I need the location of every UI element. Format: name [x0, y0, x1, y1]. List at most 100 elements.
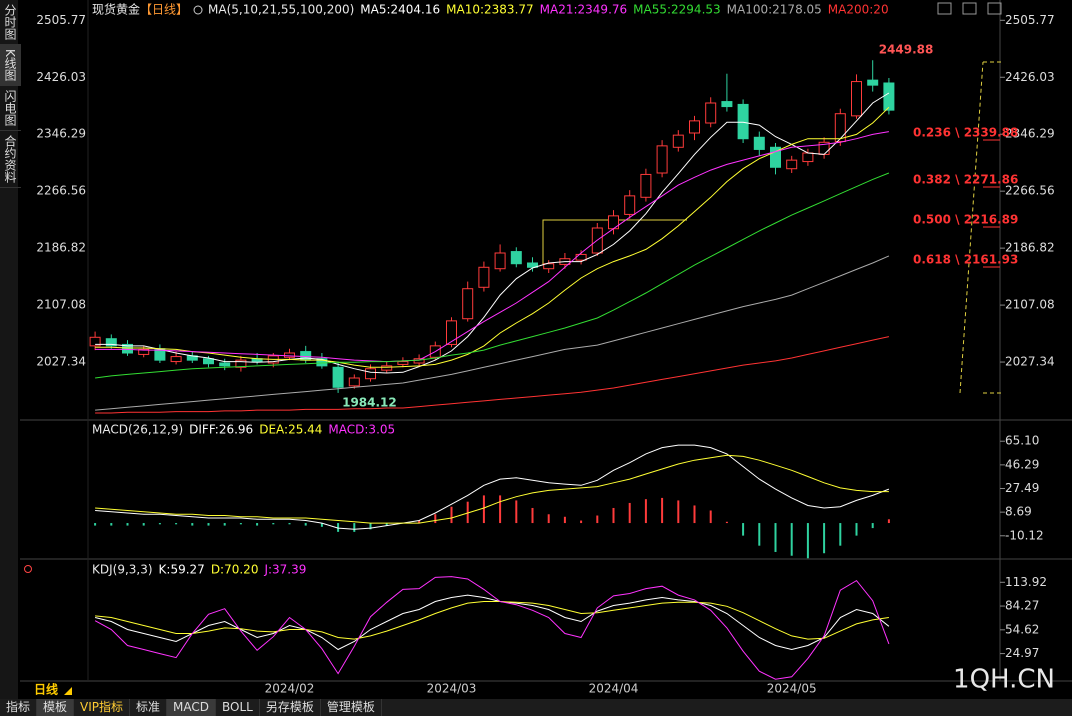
- fib-label: 0.500 \ 2216.89: [913, 213, 1018, 227]
- side-tab[interactable]: 闪电图: [0, 86, 21, 131]
- candle-body: [802, 152, 814, 163]
- series-line: [95, 92, 890, 374]
- y-tick-label: 2346.29: [36, 127, 86, 141]
- series-line: [95, 444, 890, 530]
- fib-label: 0.618 \ 2161.93: [913, 253, 1018, 267]
- y-tick-label: 2266.56: [36, 184, 86, 198]
- x-tick-label: 2024/03: [427, 682, 477, 696]
- series-line: [95, 172, 890, 379]
- candle-body: [89, 336, 101, 347]
- candle-body: [527, 262, 538, 268]
- candle-body: [543, 263, 555, 270]
- legend-entry: J:37.39: [263, 563, 306, 577]
- candle-body: [867, 79, 879, 86]
- candle-body: [689, 120, 700, 134]
- candle-body: [462, 288, 474, 320]
- y-tick-label: 2426.03: [1005, 70, 1055, 84]
- legend-entry: D:70.20: [211, 563, 259, 577]
- low-label: 1984.12: [342, 395, 397, 409]
- candle-body: [413, 358, 425, 364]
- candle-body: [105, 338, 117, 347]
- y-tick-label: 2027.34: [36, 355, 86, 369]
- y-tick-label: 2186.82: [36, 241, 86, 255]
- side-tab[interactable]: K线图: [0, 45, 21, 86]
- series-line: [95, 336, 890, 414]
- drawn-line: [542, 219, 687, 265]
- series-line: [95, 255, 890, 411]
- candle-body: [365, 368, 376, 380]
- candle-body: [170, 356, 182, 363]
- panel-title: KDJ(9,3,3): [92, 563, 153, 577]
- panel-title: MACD(26,12,9): [92, 423, 183, 437]
- legend-entry: MA100:2178.05: [727, 3, 822, 17]
- toolbar-tab[interactable]: 另存模板: [260, 699, 321, 716]
- y-tick-label: 27.49: [1005, 481, 1039, 495]
- candle-body: [348, 377, 360, 387]
- candle-body: [478, 266, 490, 288]
- toolbar-tab[interactable]: BOLL: [216, 699, 260, 716]
- candle-body: [332, 366, 344, 388]
- y-tick-label: 54.62: [1005, 622, 1039, 636]
- series-line: [95, 106, 890, 368]
- fib-label: 0.236 \ 2339.88: [913, 126, 1018, 140]
- candle-body: [753, 136, 765, 150]
- candle-body: [381, 365, 393, 371]
- toolbar-tab[interactable]: MACD: [167, 699, 217, 716]
- y-tick-label: 24.97: [1005, 646, 1039, 660]
- y-tick-label: 113.92: [1005, 575, 1047, 589]
- candle-body: [122, 343, 133, 354]
- panel-icon: [24, 565, 32, 573]
- toolbar-tab[interactable]: 模板: [37, 699, 75, 716]
- candle-body: [721, 101, 733, 108]
- window-button[interactable]: [937, 2, 952, 15]
- legend-entry: MA21:2349.76: [540, 3, 628, 17]
- y-tick-label: 84.27: [1005, 599, 1039, 613]
- candle-body: [494, 252, 506, 270]
- window-button[interactable]: [962, 2, 977, 15]
- y-tick-label: 2426.03: [36, 70, 86, 84]
- high-label: 2449.88: [879, 43, 934, 57]
- period-label[interactable]: 日线: [34, 682, 58, 697]
- watermark: 1QH.CN: [953, 665, 1055, 695]
- side-tab[interactable]: 合约资料: [0, 131, 21, 188]
- legend-entry: MA200:20: [828, 3, 889, 17]
- series-line: [95, 131, 889, 363]
- legend-entry: DIFF:26.96: [189, 423, 253, 437]
- fib-tool: [959, 61, 984, 394]
- legend-entry: DEA:25.44: [259, 423, 322, 437]
- candle-body: [203, 358, 214, 365]
- y-tick-label: 2266.56: [1005, 184, 1055, 198]
- candle-body: [624, 195, 636, 215]
- candle-body: [138, 348, 150, 355]
- left-tabs: 分时图 K线图 闪电图 合约资料: [0, 0, 21, 716]
- toolbar: 指标 模板 VIP指标 标准 MACD BOLL 另存模板 管理模板: [0, 699, 1072, 716]
- toolbar-tab[interactable]: 指标: [0, 699, 38, 716]
- candle-body: [672, 134, 684, 148]
- x-tick-label: 2024/04: [589, 682, 639, 696]
- side-tab[interactable]: 分时图: [0, 0, 21, 45]
- candle-body: [300, 351, 312, 361]
- y-tick-label: 65.10: [1005, 434, 1039, 448]
- period-arrow[interactable]: [64, 687, 72, 695]
- window-button[interactable]: [987, 2, 1002, 15]
- period-tag: 【日线】: [140, 3, 188, 17]
- legend-entry: MACD:3.05: [328, 423, 395, 437]
- indicator-label: MA(5,10,21,55,100,200): [208, 3, 354, 17]
- series-line: [94, 576, 890, 680]
- y-tick-label: -10.12: [1005, 528, 1044, 542]
- toolbar-tab[interactable]: 管理模板: [321, 699, 382, 716]
- series-line: [95, 601, 889, 640]
- candle-body: [284, 352, 295, 358]
- legend-entry: MA5:2404.16: [360, 3, 440, 17]
- series-line: [95, 454, 889, 524]
- candle-body: [235, 359, 247, 368]
- panel-title: 现货黄金: [92, 2, 140, 17]
- y-tick-label: 2186.82: [1005, 241, 1055, 255]
- candle-body: [510, 251, 522, 265]
- toolbar-tab[interactable]: VIP指标: [74, 699, 131, 716]
- toolbar-tab[interactable]: 标准: [130, 699, 168, 716]
- candle-body: [834, 113, 846, 143]
- legend-entry: K:59.27: [159, 563, 205, 577]
- y-tick-label: 2346.29: [1005, 127, 1055, 141]
